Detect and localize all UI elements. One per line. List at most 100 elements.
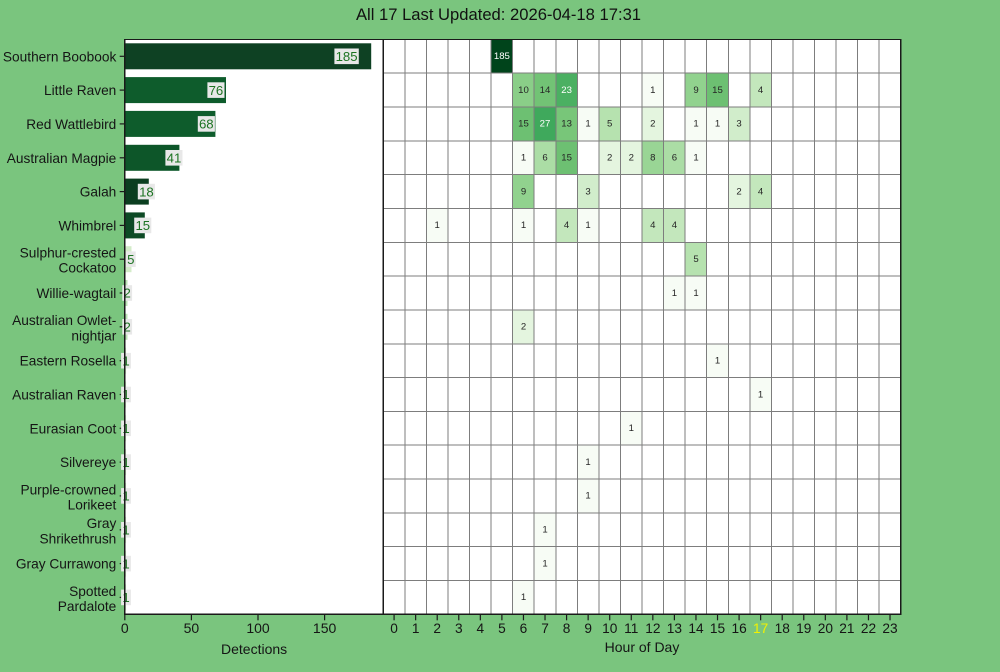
svg-text:9: 9 xyxy=(521,186,526,197)
svg-text:6: 6 xyxy=(542,153,547,164)
svg-text:14: 14 xyxy=(688,621,704,636)
svg-text:100: 100 xyxy=(246,620,270,636)
svg-text:1: 1 xyxy=(122,556,129,571)
svg-text:10: 10 xyxy=(518,85,529,96)
svg-text:1: 1 xyxy=(715,356,720,367)
svg-text:1: 1 xyxy=(122,421,129,436)
svg-text:76: 76 xyxy=(209,83,224,98)
svg-text:3: 3 xyxy=(455,621,463,636)
svg-text:Southern Boobook: Southern Boobook xyxy=(3,49,117,64)
svg-text:1: 1 xyxy=(693,153,698,164)
svg-text:13: 13 xyxy=(667,621,683,636)
svg-text:Shrikethrush: Shrikethrush xyxy=(39,531,116,546)
svg-text:27: 27 xyxy=(540,119,551,130)
svg-text:1: 1 xyxy=(672,288,677,299)
svg-text:5: 5 xyxy=(693,254,698,265)
svg-text:Little Raven: Little Raven xyxy=(44,83,116,98)
svg-text:1: 1 xyxy=(122,489,129,504)
svg-text:1: 1 xyxy=(585,220,590,231)
svg-text:16: 16 xyxy=(731,621,747,636)
svg-text:Spotted: Spotted xyxy=(69,584,116,599)
svg-text:3: 3 xyxy=(585,186,590,197)
svg-text:2: 2 xyxy=(607,153,612,164)
svg-text:5: 5 xyxy=(607,119,612,130)
svg-text:1: 1 xyxy=(650,85,655,96)
svg-text:2: 2 xyxy=(629,153,634,164)
svg-text:15: 15 xyxy=(710,621,726,636)
svg-text:2: 2 xyxy=(124,286,131,301)
svg-text:Eastern Rosella: Eastern Rosella xyxy=(20,354,117,369)
svg-text:1: 1 xyxy=(585,119,590,130)
svg-text:19: 19 xyxy=(796,621,811,636)
svg-text:3: 3 xyxy=(736,119,741,130)
svg-text:15: 15 xyxy=(135,218,150,233)
svg-text:1: 1 xyxy=(758,389,763,400)
svg-text:2: 2 xyxy=(736,186,741,197)
svg-text:1: 1 xyxy=(122,455,129,470)
svg-text:Silvereye: Silvereye xyxy=(60,455,116,470)
svg-text:15: 15 xyxy=(518,119,529,130)
svg-text:Whimbrel: Whimbrel xyxy=(58,218,116,233)
svg-text:15: 15 xyxy=(712,85,723,96)
svg-text:Australian Owlet-: Australian Owlet- xyxy=(12,313,116,328)
svg-text:Detections: Detections xyxy=(221,641,287,657)
svg-text:8: 8 xyxy=(563,621,571,636)
svg-text:22: 22 xyxy=(861,621,876,636)
svg-text:68: 68 xyxy=(199,117,214,132)
svg-text:Sulphur-crested: Sulphur-crested xyxy=(20,246,117,261)
svg-text:185: 185 xyxy=(336,49,358,64)
svg-text:4: 4 xyxy=(672,220,678,231)
svg-text:1: 1 xyxy=(542,525,547,536)
svg-text:13: 13 xyxy=(561,119,572,130)
svg-text:1: 1 xyxy=(435,220,440,231)
svg-text:4: 4 xyxy=(477,621,485,636)
svg-text:1: 1 xyxy=(542,558,547,569)
svg-text:1: 1 xyxy=(122,353,129,368)
svg-text:9: 9 xyxy=(693,85,698,96)
svg-text:18: 18 xyxy=(775,621,791,636)
svg-text:1: 1 xyxy=(122,387,129,402)
svg-text:Red Wattlebird: Red Wattlebird xyxy=(26,117,116,132)
svg-text:1: 1 xyxy=(521,153,526,164)
svg-text:4: 4 xyxy=(650,220,656,231)
svg-text:23: 23 xyxy=(882,621,898,636)
svg-text:1: 1 xyxy=(585,457,590,468)
svg-text:All 17 Last Updated: 2026-04-1: All 17 Last Updated: 2026-04-18 17:31 xyxy=(356,5,641,24)
svg-text:Lorikeet: Lorikeet xyxy=(68,497,117,512)
svg-text:20: 20 xyxy=(818,621,834,636)
svg-text:9: 9 xyxy=(584,621,592,636)
svg-text:1: 1 xyxy=(693,288,698,299)
svg-text:Eurasian Coot: Eurasian Coot xyxy=(30,421,117,436)
svg-text:2: 2 xyxy=(124,320,131,335)
svg-text:Willie-wagtail: Willie-wagtail xyxy=(36,286,116,301)
svg-text:185: 185 xyxy=(494,51,510,62)
svg-text:1: 1 xyxy=(715,119,720,130)
svg-text:5: 5 xyxy=(127,252,134,267)
svg-text:Gray Currawong: Gray Currawong xyxy=(16,557,116,572)
svg-text:15: 15 xyxy=(561,153,572,164)
svg-text:18: 18 xyxy=(139,184,154,199)
svg-text:5: 5 xyxy=(498,621,506,636)
svg-text:1: 1 xyxy=(122,590,129,605)
svg-text:1: 1 xyxy=(122,523,129,538)
svg-text:0: 0 xyxy=(390,621,398,636)
svg-text:10: 10 xyxy=(602,621,618,636)
svg-text:17: 17 xyxy=(753,621,768,636)
svg-text:23: 23 xyxy=(561,85,572,96)
svg-text:1: 1 xyxy=(412,621,420,636)
svg-text:8: 8 xyxy=(650,153,655,164)
svg-text:Australian Magpie: Australian Magpie xyxy=(7,151,117,166)
svg-text:Cockatoo: Cockatoo xyxy=(58,261,116,276)
svg-text:Hour of Day: Hour of Day xyxy=(605,639,680,655)
svg-text:Pardalote: Pardalote xyxy=(58,599,117,614)
svg-text:2: 2 xyxy=(521,322,526,333)
svg-text:11: 11 xyxy=(624,621,638,636)
svg-text:0: 0 xyxy=(121,620,129,636)
svg-text:1: 1 xyxy=(585,491,590,502)
svg-text:7: 7 xyxy=(541,621,549,636)
svg-text:41: 41 xyxy=(167,151,182,166)
svg-text:4: 4 xyxy=(564,220,570,231)
svg-text:Purple-crowned: Purple-crowned xyxy=(20,482,116,497)
svg-text:4: 4 xyxy=(758,85,764,96)
svg-text:2: 2 xyxy=(433,621,441,636)
